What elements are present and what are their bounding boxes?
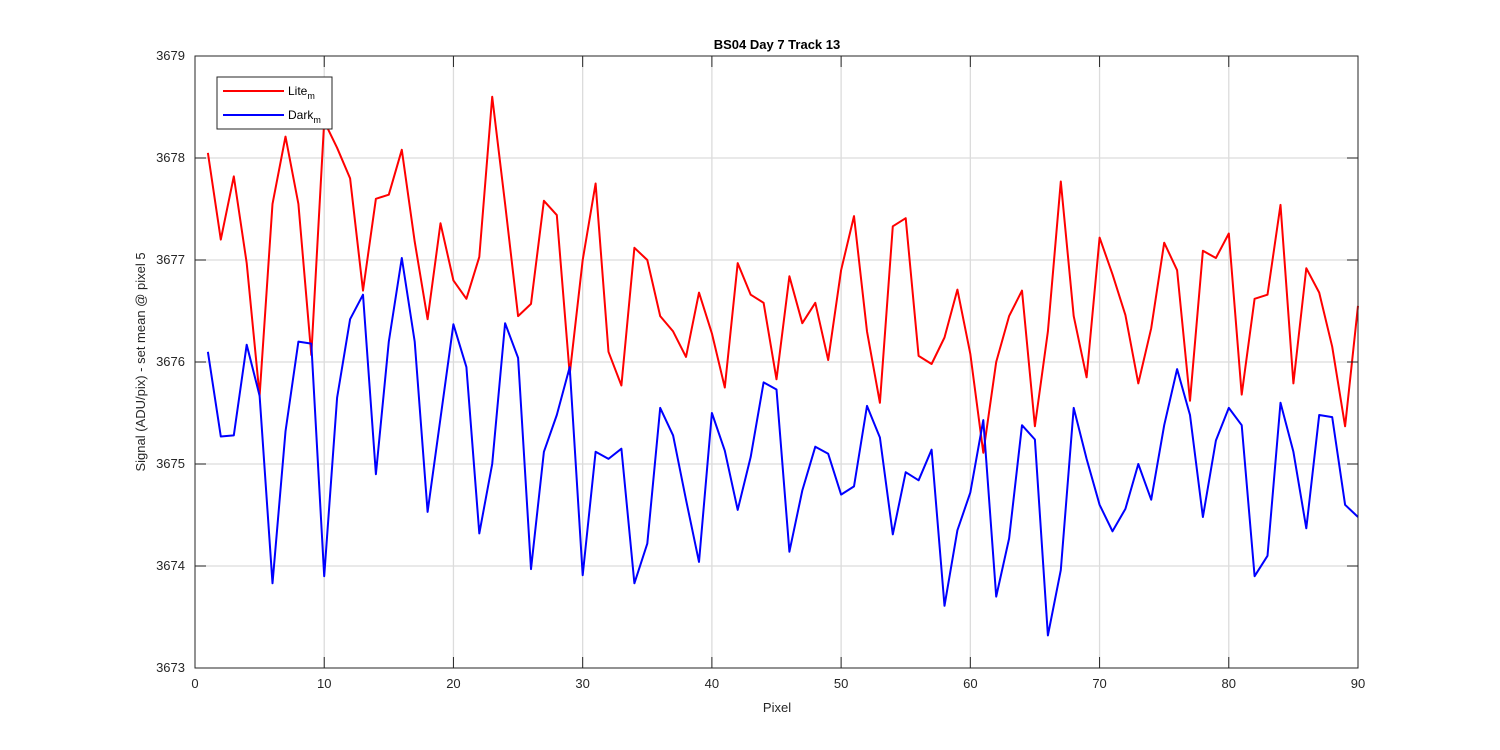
x-tick-label: 30 (575, 676, 589, 691)
y-tick-label: 3677 (156, 252, 185, 267)
series-lines (206, 95, 1359, 637)
x-tick-label: 40 (705, 676, 719, 691)
x-tick-label: 20 (446, 676, 460, 691)
y-tick-label: 3676 (156, 354, 185, 369)
y-axis-label: Signal (ADU/pix) - set mean @ pixel 5 (133, 252, 148, 471)
x-axis-label: Pixel (763, 700, 791, 715)
y-tick-label: 3678 (156, 150, 185, 165)
y-tick-label: 3679 (156, 48, 185, 63)
x-tick-label: 60 (963, 676, 977, 691)
x-tick-label: 0 (191, 676, 198, 691)
legend-label-dark: Darkm (288, 108, 321, 125)
legend: Litem Darkm (216, 76, 333, 130)
x-tick-label: 10 (317, 676, 331, 691)
series-line-lite (206, 95, 1359, 454)
legend-box (216, 76, 333, 130)
x-tick-label: 90 (1351, 676, 1365, 691)
axis-ticks: 0 10 20 30 40 50 60 70 80 90 3673 3674 3675 3676 3677 3… (156, 48, 1365, 691)
chart-title: BS04 Day 7 Track 13 (714, 37, 840, 52)
x-tick-label: 70 (1092, 676, 1106, 691)
y-tick-label: 3674 (156, 558, 185, 573)
grid-lines (195, 56, 1358, 668)
legend-label-lite: Litem (288, 84, 315, 101)
series-line-dark (206, 257, 1359, 637)
y-tick-label: 3675 (156, 456, 185, 471)
x-tick-label: 50 (834, 676, 848, 691)
y-tick-label: 3673 (156, 660, 185, 675)
x-tick-label: 80 (1222, 676, 1236, 691)
